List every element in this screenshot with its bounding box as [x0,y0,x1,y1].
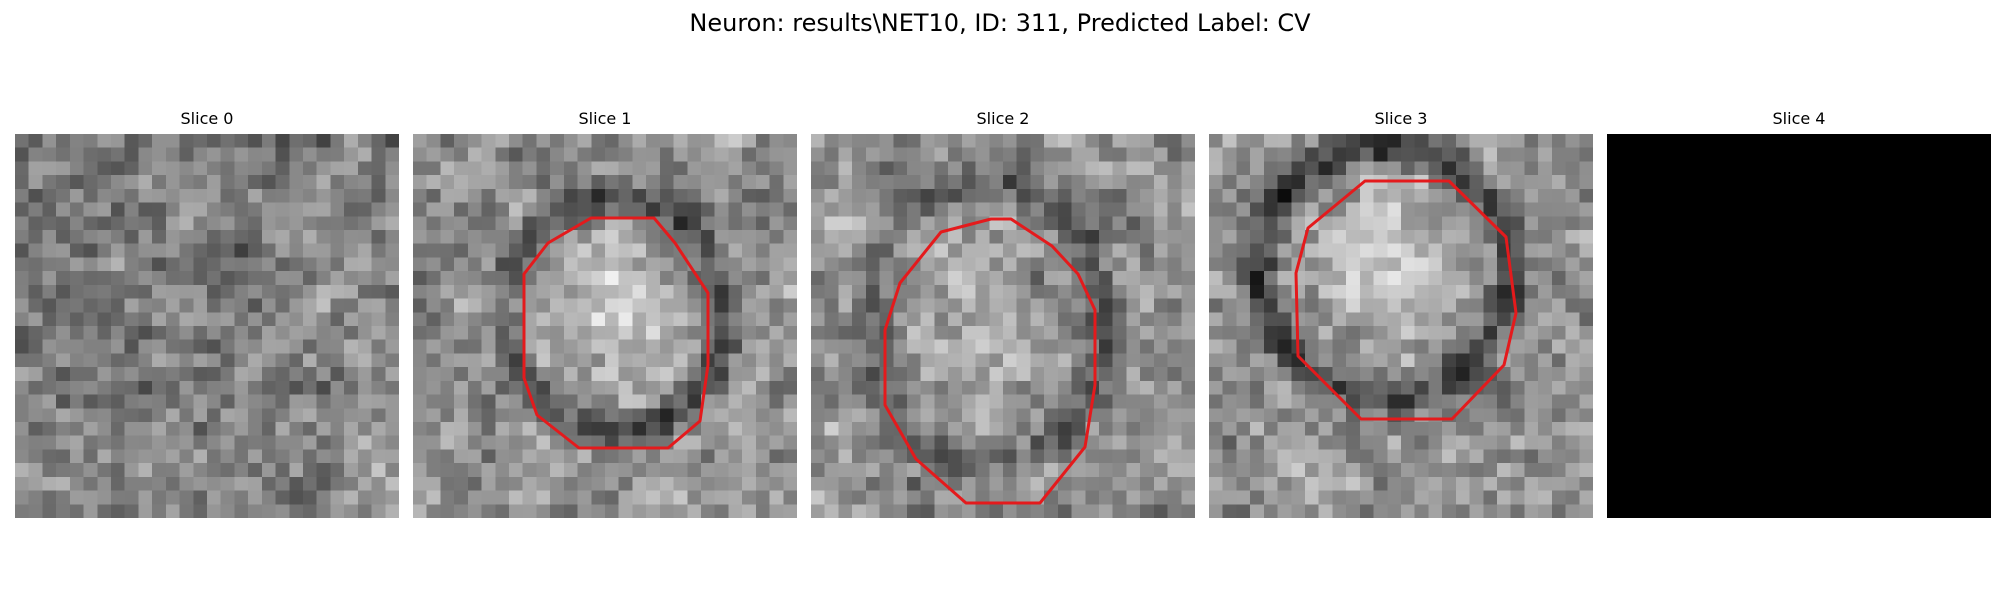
slice-canvas-3 [1209,134,1593,518]
segmentation-outline-3 [1294,179,1518,421]
slice-title-1: Slice 1 [578,109,632,128]
slice-title-3: Slice 3 [1374,109,1428,128]
segmentation-outline-2 [883,217,1097,505]
segmentation-outline-1 [522,216,710,450]
slice-image-4 [1607,134,1991,518]
slice-image-0 [15,134,399,518]
slice-title-2: Slice 2 [976,109,1030,128]
slice-image-2 [811,134,1195,518]
slice-canvas-2 [811,134,1195,518]
slice-image-3 [1209,134,1593,518]
figure-title: Neuron: results\NET10, ID: 311, Predicte… [689,9,1311,37]
slice-canvas-1 [413,134,797,518]
slice-title-0: Slice 0 [180,109,234,128]
slice-canvas-0 [15,134,399,518]
slice-title-4: Slice 4 [1772,109,1826,128]
slice-image-1 [413,134,797,518]
